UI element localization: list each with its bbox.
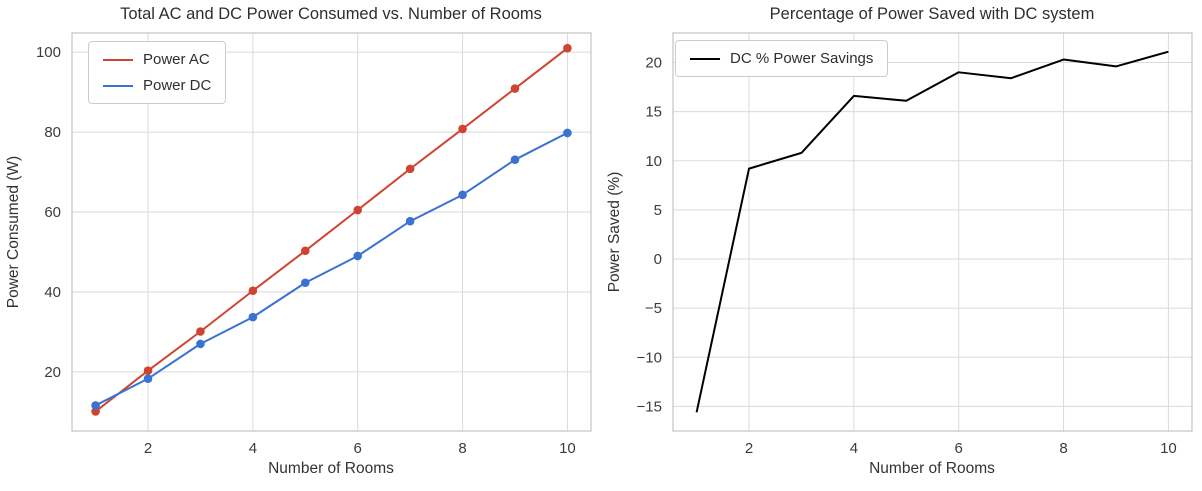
x-tick-label: 6 <box>955 440 963 457</box>
data-point <box>353 205 363 215</box>
x-tick-label: 4 <box>850 440 858 457</box>
data-point <box>405 216 415 226</box>
data-point <box>563 43 572 53</box>
legend-line-swatch-dc <box>103 84 133 87</box>
legend-label-power-ac: Power AC <box>143 51 210 68</box>
axes-border <box>672 32 1193 432</box>
y-tick-label: 20 <box>44 364 61 381</box>
y-tick-label: −5 <box>645 300 662 317</box>
x-tick-label: 8 <box>458 440 466 457</box>
axes-border <box>71 32 592 432</box>
data-point <box>196 327 205 336</box>
data-point <box>458 190 467 200</box>
legend-line-swatch-ac <box>103 58 133 61</box>
data-point <box>510 84 520 93</box>
y-tick-label: 80 <box>44 124 61 141</box>
data-point <box>196 339 205 349</box>
y-axis-label: Power Saved (%) <box>606 172 623 293</box>
x-tick-label: 2 <box>745 440 753 457</box>
data-point <box>300 246 310 256</box>
y-tick-label: 10 <box>645 153 662 170</box>
chart-title: Percentage of Power Saved with DC system <box>770 5 1095 23</box>
legend-item-power-dc: Power DC <box>103 77 211 94</box>
data-point <box>300 278 310 288</box>
data-point <box>91 407 100 416</box>
data-point <box>91 401 100 410</box>
y-tick-label: 60 <box>44 204 61 221</box>
series-line <box>695 50 1169 413</box>
data-point <box>458 124 467 134</box>
x-tick-label: 6 <box>354 440 362 457</box>
plot-area: −15 −10 −5 0 5 10 15 20 2 4 6 8 10 <box>637 32 1193 457</box>
data-point <box>353 251 363 261</box>
data-point <box>510 155 520 164</box>
chart-power-consumed: 20 40 60 80 100 2 4 6 8 10 Total AC and DC Power … <box>5 5 592 477</box>
y-tick-label: −15 <box>637 398 662 415</box>
data-point <box>405 164 415 174</box>
legend: Power AC Power DC <box>88 41 227 104</box>
data-point <box>248 286 258 296</box>
x-axis-label: Number of Rooms <box>869 460 995 477</box>
x-tick-label: 10 <box>1160 440 1177 457</box>
series-line <box>95 132 568 407</box>
y-tick-label: 15 <box>645 104 662 121</box>
legend-label-dc-savings: DC % Power Savings <box>730 50 874 67</box>
data-point <box>563 128 572 138</box>
data-point <box>143 366 153 375</box>
x-axis-label: Number of Rooms <box>268 460 394 477</box>
x-tick-label: 10 <box>559 440 576 457</box>
y-tick-label: −10 <box>637 349 662 366</box>
x-tick-label: 4 <box>249 440 257 457</box>
legend-line-swatch-savings <box>690 57 720 60</box>
y-tick-label: 5 <box>654 202 662 219</box>
plot-area: 20 40 60 80 100 2 4 6 8 10 <box>36 32 592 457</box>
data-point <box>143 374 153 383</box>
chart-title: Total AC and DC Power Consumed vs. Numbe… <box>120 5 542 23</box>
legend-label-power-dc: Power DC <box>143 77 212 94</box>
y-tick-label: 100 <box>36 44 61 61</box>
x-tick-label: 2 <box>144 440 152 457</box>
y-axis-label: Power Consumed (W) <box>5 156 22 308</box>
y-tick-label: 40 <box>44 284 61 301</box>
y-tick-label: 0 <box>654 251 662 268</box>
legend: DC % Power Savings <box>675 40 889 77</box>
series-line <box>94 47 569 413</box>
chart-power-saved: −15 −10 −5 0 5 10 15 20 2 4 6 8 10 Percentage of Pow… <box>601 0 1202 491</box>
y-tick-label: 20 <box>645 54 662 71</box>
data-point <box>248 312 258 322</box>
legend-item-power-ac: Power AC <box>103 51 211 68</box>
legend-item-dc-savings: DC % Power Savings <box>690 50 873 67</box>
chart-canvas-power-saved: −15 −10 −5 0 5 10 15 20 2 4 6 8 10 Percentage of Pow… <box>606 5 1193 477</box>
chart-canvas-power-consumed: 20 40 60 80 100 2 4 6 8 10 Total AC and DC Power … <box>5 5 592 477</box>
x-tick-label: 8 <box>1059 440 1067 457</box>
